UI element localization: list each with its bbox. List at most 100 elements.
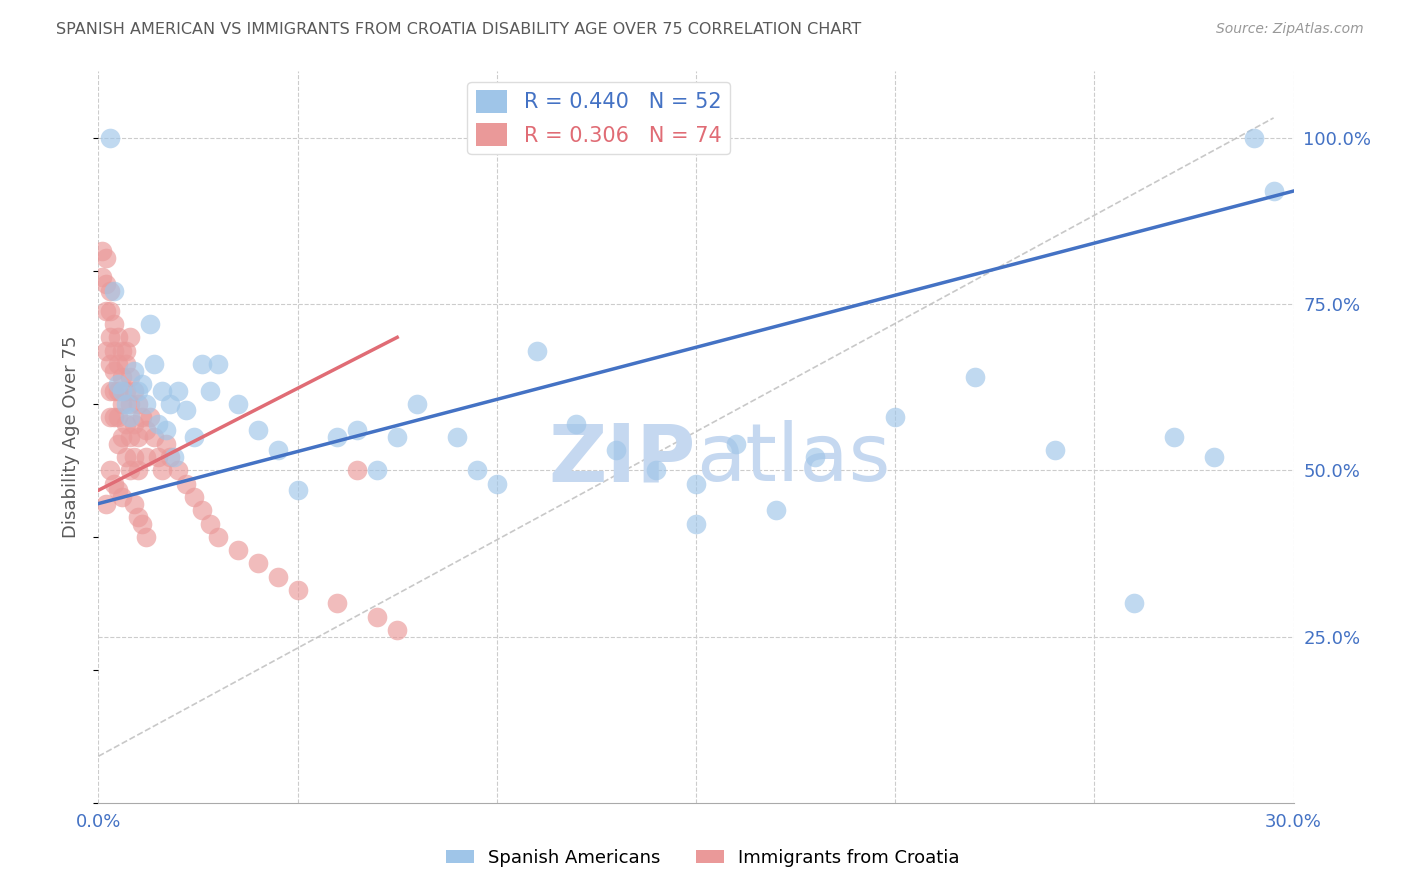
Point (111, 430, 134, 444)
Point (685, 516, 707, 531)
Point (131, 516, 153, 531)
Point (135, 530, 157, 544)
Point (174, 403, 197, 417)
Point (107, 384, 129, 398)
Point (724, 436, 747, 450)
Point (103, 476, 125, 491)
Point (150, 384, 173, 398)
Point (120, 397, 142, 411)
Point (385, 430, 409, 444)
Point (155, 436, 177, 450)
Point (366, 609, 388, 624)
Point (1202, 450, 1225, 464)
Point (107, 376, 129, 391)
Point (645, 463, 668, 477)
Point (167, 463, 190, 477)
Point (103, 317, 125, 331)
Point (159, 397, 181, 411)
Point (198, 516, 221, 531)
Point (346, 463, 368, 477)
Point (884, 410, 907, 425)
Point (100, 384, 122, 398)
Point (167, 384, 190, 398)
Point (163, 450, 186, 464)
Point (96, 251, 118, 265)
Point (135, 424, 157, 438)
Point (207, 530, 229, 544)
Point (191, 357, 214, 371)
Point (183, 490, 205, 504)
Point (366, 463, 388, 477)
Point (103, 343, 125, 358)
Point (246, 557, 269, 571)
Point (1043, 443, 1066, 458)
Point (120, 330, 142, 344)
Point (1123, 596, 1146, 610)
Point (406, 397, 429, 411)
Point (103, 384, 125, 398)
Point (120, 370, 142, 384)
Y-axis label: Disability Age Over 75: Disability Age Over 75 (62, 335, 80, 539)
Point (124, 417, 146, 431)
Point (107, 330, 129, 344)
Point (124, 450, 146, 464)
Point (115, 417, 138, 431)
Point (198, 384, 221, 398)
Point (465, 463, 488, 477)
Point (115, 357, 138, 371)
Point (107, 436, 129, 450)
Point (100, 463, 122, 477)
Point (143, 430, 166, 444)
Point (148, 450, 170, 464)
Point (326, 596, 349, 610)
Point (139, 317, 162, 331)
Point (96, 343, 118, 358)
Point (191, 503, 214, 517)
Point (135, 450, 157, 464)
Point (131, 376, 153, 391)
Point (124, 363, 146, 377)
Point (127, 509, 149, 524)
Point (91, 270, 114, 285)
Point (91, 244, 114, 258)
Point (96, 303, 118, 318)
Point (246, 424, 269, 438)
Point (100, 303, 122, 318)
Point (183, 430, 205, 444)
Point (111, 384, 134, 398)
Point (103, 284, 125, 298)
Text: atlas: atlas (696, 420, 890, 498)
Point (148, 417, 170, 431)
Point (96, 497, 118, 511)
Point (124, 384, 146, 398)
Text: Source: ZipAtlas.com: Source: ZipAtlas.com (1216, 22, 1364, 37)
Point (103, 410, 125, 425)
Point (159, 450, 181, 464)
Point (120, 410, 142, 425)
Point (127, 430, 149, 444)
Point (174, 476, 197, 491)
Point (120, 463, 142, 477)
Point (526, 343, 548, 358)
Point (100, 410, 122, 425)
Point (115, 384, 138, 398)
Point (127, 384, 149, 398)
Point (115, 343, 138, 358)
Point (287, 483, 309, 498)
Point (446, 430, 468, 444)
Point (143, 357, 166, 371)
Point (287, 582, 309, 597)
Point (485, 476, 508, 491)
Point (127, 463, 149, 477)
Point (207, 357, 229, 371)
Point (346, 424, 368, 438)
Legend: R = 0.440   N = 52, R = 0.306   N = 74: R = 0.440 N = 52, R = 0.306 N = 74 (467, 82, 730, 154)
Point (605, 443, 627, 458)
Point (100, 131, 122, 145)
Point (115, 450, 138, 464)
Point (107, 410, 129, 425)
Point (107, 483, 129, 498)
Point (963, 370, 986, 384)
Point (1163, 430, 1185, 444)
Point (804, 450, 827, 464)
